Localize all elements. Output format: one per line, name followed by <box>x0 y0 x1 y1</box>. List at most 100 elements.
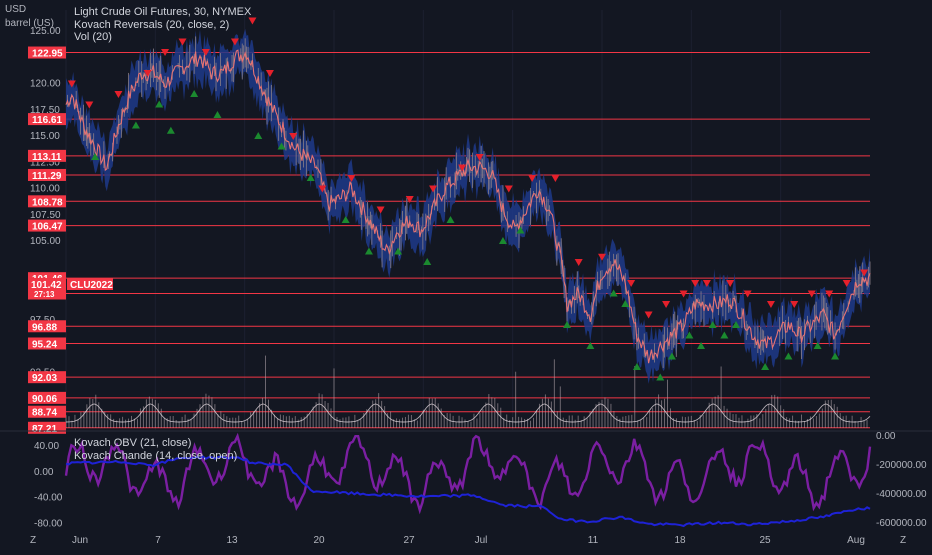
sell-signal-triangle <box>318 185 327 193</box>
chande-line <box>64 432 872 515</box>
buy-signal-triangle <box>586 342 595 349</box>
buy-signal-triangle <box>516 226 525 234</box>
right-zoom-icon[interactable]: Z <box>900 535 906 546</box>
buy-signal-triangle <box>667 352 676 360</box>
buy-signal-triangle <box>155 100 164 108</box>
buy-signal-triangle <box>621 300 630 307</box>
time-tick-label: 7 <box>155 535 161 546</box>
sell-signal-triangle <box>289 133 298 140</box>
obv-legend[interactable]: Kovach OBV (21, close) <box>74 437 191 449</box>
level-label-text: 116.61 <box>32 115 62 126</box>
level-label-box <box>28 371 66 384</box>
level-label-box <box>28 219 66 232</box>
symbol-title[interactable]: Light Crude Oil Futures, 30, NYMEX <box>74 6 252 18</box>
level-label-box <box>28 405 66 418</box>
sell-signal-triangle <box>429 185 438 193</box>
buy-signal-triangle <box>423 258 432 265</box>
price-tick-label: 110.00 <box>30 184 60 195</box>
oscillator-axis: 40.00 0.00 -40.00 -80.00 <box>34 441 63 530</box>
level-label-text: 90.06 <box>32 394 57 405</box>
level-label-text: 95.24 <box>32 339 57 350</box>
unit-label: barrel (US) <box>5 18 54 29</box>
buy-signal-triangle <box>761 363 770 370</box>
level-label-box <box>28 195 66 208</box>
countdown-timer: 27:13 <box>34 290 55 299</box>
sell-signal-triangle <box>178 38 187 46</box>
level-label-text: 88.74 <box>32 408 57 419</box>
buy-signal-triangle <box>656 373 665 381</box>
sell-signal-triangle <box>114 91 123 98</box>
volume-bars <box>65 355 871 428</box>
level-label-text: 96.88 <box>32 322 57 333</box>
buy-signal-triangle <box>166 126 175 134</box>
buy-signal-markers <box>91 90 840 381</box>
level-label-text: 106.47 <box>32 222 63 233</box>
last-price-marker: 101.42 27:13 CLU2022 <box>28 278 113 299</box>
sell-signal-triangle <box>143 70 152 77</box>
oscillator-tick-label: 40.00 <box>34 441 59 452</box>
time-tick-label: 13 <box>226 535 238 546</box>
sell-signal-triangle <box>726 280 735 287</box>
indicator-reversals-legend[interactable]: Kovach Reversals (20, close, 2) <box>74 19 229 31</box>
buy-signal-triangle <box>91 153 100 160</box>
symbol-tag: CLU2022 <box>70 280 113 291</box>
sell-signal-triangle <box>790 301 799 308</box>
buy-signal-triangle <box>446 216 455 223</box>
obv-tick-label: 0.00 <box>876 431 896 442</box>
time-tick-label: 18 <box>674 535 686 546</box>
buy-signal-triangle <box>364 247 373 255</box>
sell-signal-triangle <box>662 301 671 308</box>
buy-signal-triangle <box>563 321 572 328</box>
buy-signal-triangle <box>254 132 263 139</box>
sell-signal-triangle <box>743 290 752 298</box>
sell-signal-triangle <box>504 185 513 193</box>
time-axis[interactable]: Jun 7 13 20 27 Jul 11 18 25 Aug <box>72 535 865 546</box>
sell-signal-triangle <box>598 253 606 261</box>
time-tick-label: 27 <box>403 535 415 546</box>
buy-signal-triangle <box>708 321 717 328</box>
sell-signal-triangle <box>702 280 711 287</box>
buy-signal-triangle <box>277 142 286 150</box>
level-label-box <box>28 337 66 350</box>
buy-signal-triangle <box>697 342 706 349</box>
sell-signal-triangle <box>85 101 94 109</box>
level-label-box <box>28 149 66 162</box>
sell-signal-triangle <box>161 49 170 56</box>
sell-signal-markers <box>67 17 869 319</box>
buy-signal-triangle <box>813 342 822 349</box>
left-zoom-icon[interactable]: Z <box>30 535 36 546</box>
sell-signal-triangle <box>842 280 851 287</box>
level-label-box <box>28 46 66 59</box>
buy-signal-triangle <box>685 331 694 339</box>
level-label-text: 111.29 <box>32 171 62 182</box>
sell-signal-triangle <box>475 154 484 161</box>
sell-signal-triangle <box>347 175 356 182</box>
buy-signal-triangle <box>831 352 840 360</box>
level-label-box <box>28 113 66 126</box>
last-price-value: 101.42 <box>31 280 62 291</box>
sell-signal-triangle <box>766 301 775 308</box>
sell-signal-triangle <box>458 164 467 172</box>
price-tick-label: 112.50 <box>30 157 60 168</box>
buy-signal-triangle <box>632 363 641 370</box>
sell-signal-triangle <box>201 49 210 56</box>
indicator-volume-legend[interactable]: Vol (20) <box>74 31 112 43</box>
sell-signal-triangle <box>265 70 274 77</box>
sell-signal-triangle <box>627 280 636 287</box>
price-tick-label: 107.50 <box>30 210 61 221</box>
buy-signal-triangle <box>213 111 222 118</box>
sell-signal-triangle <box>691 280 700 287</box>
price-series[interactable] <box>65 28 871 384</box>
oscillator-tick-label: 0.00 <box>34 467 54 478</box>
sell-signal-triangle <box>248 17 257 25</box>
chande-legend[interactable]: Kovach Chande (14, close, open) <box>74 450 237 462</box>
buy-signal-triangle <box>732 321 740 328</box>
sell-signal-triangle <box>551 175 560 182</box>
horizontal-levels <box>66 52 870 429</box>
level-label-text: 87.21 <box>32 424 57 435</box>
currency-label: USD <box>5 4 26 15</box>
buy-signal-triangle <box>341 216 350 223</box>
price-tick-label: 117.50 <box>30 105 60 116</box>
